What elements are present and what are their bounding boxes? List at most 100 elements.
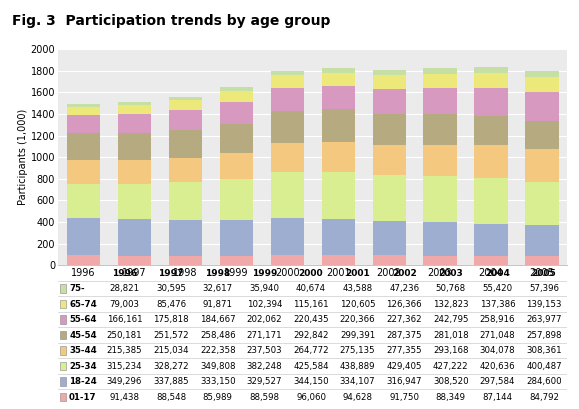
Bar bbox=[372, 145, 406, 175]
Text: 297,584: 297,584 bbox=[480, 377, 515, 386]
Text: 281,018: 281,018 bbox=[433, 330, 468, 339]
Bar bbox=[423, 144, 457, 176]
Text: 328,272: 328,272 bbox=[153, 362, 189, 371]
Text: 333,150: 333,150 bbox=[200, 377, 236, 386]
Text: 308,520: 308,520 bbox=[433, 377, 468, 386]
Text: 126,366: 126,366 bbox=[386, 300, 422, 309]
Bar bbox=[321, 68, 355, 72]
FancyBboxPatch shape bbox=[60, 393, 66, 401]
Bar bbox=[321, 85, 355, 110]
Text: 334,107: 334,107 bbox=[340, 377, 375, 386]
Text: 88,548: 88,548 bbox=[156, 393, 186, 402]
Bar bbox=[525, 225, 559, 256]
Text: 299,391: 299,391 bbox=[340, 330, 375, 339]
Text: 57,396: 57,396 bbox=[529, 284, 559, 293]
Y-axis label: Participants (1,000): Participants (1,000) bbox=[18, 109, 28, 205]
Bar bbox=[321, 72, 355, 85]
Text: 242,795: 242,795 bbox=[433, 315, 468, 324]
Bar bbox=[118, 105, 151, 114]
Bar bbox=[321, 171, 355, 219]
Bar bbox=[474, 67, 508, 73]
Bar bbox=[474, 256, 508, 265]
Bar bbox=[118, 114, 151, 133]
Text: 2005: 2005 bbox=[532, 269, 556, 278]
Text: 222,358: 222,358 bbox=[200, 346, 236, 355]
Text: 132,823: 132,823 bbox=[433, 300, 468, 309]
Bar bbox=[168, 256, 202, 265]
Text: 91,871: 91,871 bbox=[203, 300, 233, 309]
FancyBboxPatch shape bbox=[60, 300, 66, 308]
Bar bbox=[67, 103, 100, 107]
Text: 382,248: 382,248 bbox=[247, 362, 282, 371]
Text: 75-: 75- bbox=[69, 284, 85, 293]
Text: 35,940: 35,940 bbox=[250, 284, 280, 293]
Text: 292,842: 292,842 bbox=[293, 330, 329, 339]
Text: 1999: 1999 bbox=[252, 269, 277, 278]
Text: 32,617: 32,617 bbox=[203, 284, 233, 293]
Text: 425,584: 425,584 bbox=[293, 362, 329, 371]
Text: 202,062: 202,062 bbox=[247, 315, 282, 324]
Text: 55-64: 55-64 bbox=[69, 315, 97, 324]
Bar bbox=[219, 153, 253, 179]
Text: 1997: 1997 bbox=[159, 269, 184, 278]
Text: 237,503: 237,503 bbox=[247, 346, 282, 355]
Bar bbox=[474, 224, 508, 256]
Text: 18-24: 18-24 bbox=[69, 377, 97, 386]
Bar bbox=[525, 149, 559, 182]
FancyBboxPatch shape bbox=[60, 284, 66, 293]
Bar bbox=[67, 107, 100, 115]
Text: 2000: 2000 bbox=[299, 269, 323, 278]
Bar bbox=[372, 70, 406, 75]
Text: 349,808: 349,808 bbox=[200, 362, 236, 371]
Bar bbox=[118, 160, 151, 184]
Bar bbox=[372, 89, 406, 114]
Bar bbox=[219, 91, 253, 102]
Bar bbox=[525, 182, 559, 225]
Text: 2002: 2002 bbox=[392, 269, 417, 278]
Text: 91,750: 91,750 bbox=[389, 393, 419, 402]
Text: 277,355: 277,355 bbox=[386, 346, 422, 355]
FancyBboxPatch shape bbox=[60, 315, 66, 324]
Bar bbox=[525, 92, 559, 121]
Text: 87,144: 87,144 bbox=[482, 393, 512, 402]
Bar bbox=[118, 219, 151, 256]
Text: 45-54: 45-54 bbox=[69, 330, 97, 339]
Bar bbox=[423, 68, 457, 74]
Text: 28,821: 28,821 bbox=[109, 284, 140, 293]
Text: 287,375: 287,375 bbox=[386, 330, 422, 339]
Text: 329,527: 329,527 bbox=[247, 377, 282, 386]
Bar bbox=[219, 256, 253, 265]
Text: 50,768: 50,768 bbox=[436, 284, 466, 293]
Text: 220,435: 220,435 bbox=[293, 315, 329, 324]
Text: 184,667: 184,667 bbox=[200, 315, 236, 324]
Text: 284,600: 284,600 bbox=[526, 377, 562, 386]
Text: 47,236: 47,236 bbox=[389, 284, 419, 293]
Bar bbox=[219, 124, 253, 153]
Bar bbox=[372, 75, 406, 89]
FancyBboxPatch shape bbox=[60, 331, 66, 339]
Text: 102,394: 102,394 bbox=[247, 300, 282, 309]
Bar bbox=[67, 160, 100, 184]
Text: 250,181: 250,181 bbox=[107, 330, 142, 339]
Bar bbox=[168, 100, 202, 110]
Text: 400,487: 400,487 bbox=[526, 362, 562, 371]
Bar bbox=[525, 71, 559, 77]
Bar bbox=[270, 255, 304, 265]
Bar bbox=[423, 74, 457, 88]
Bar bbox=[270, 88, 304, 111]
Text: 85,476: 85,476 bbox=[156, 300, 186, 309]
Text: 215,385: 215,385 bbox=[107, 346, 142, 355]
Bar bbox=[372, 114, 406, 145]
Text: 2003: 2003 bbox=[438, 269, 463, 278]
Text: 258,916: 258,916 bbox=[480, 315, 515, 324]
Bar bbox=[474, 116, 508, 145]
Text: 65-74: 65-74 bbox=[69, 300, 97, 309]
Text: 275,135: 275,135 bbox=[340, 346, 375, 355]
Bar bbox=[67, 218, 100, 256]
Bar bbox=[270, 218, 304, 255]
Text: 01-17: 01-17 bbox=[69, 393, 97, 402]
Text: 251,572: 251,572 bbox=[153, 330, 189, 339]
Bar bbox=[423, 176, 457, 222]
Bar bbox=[219, 87, 253, 91]
Bar bbox=[67, 256, 100, 265]
